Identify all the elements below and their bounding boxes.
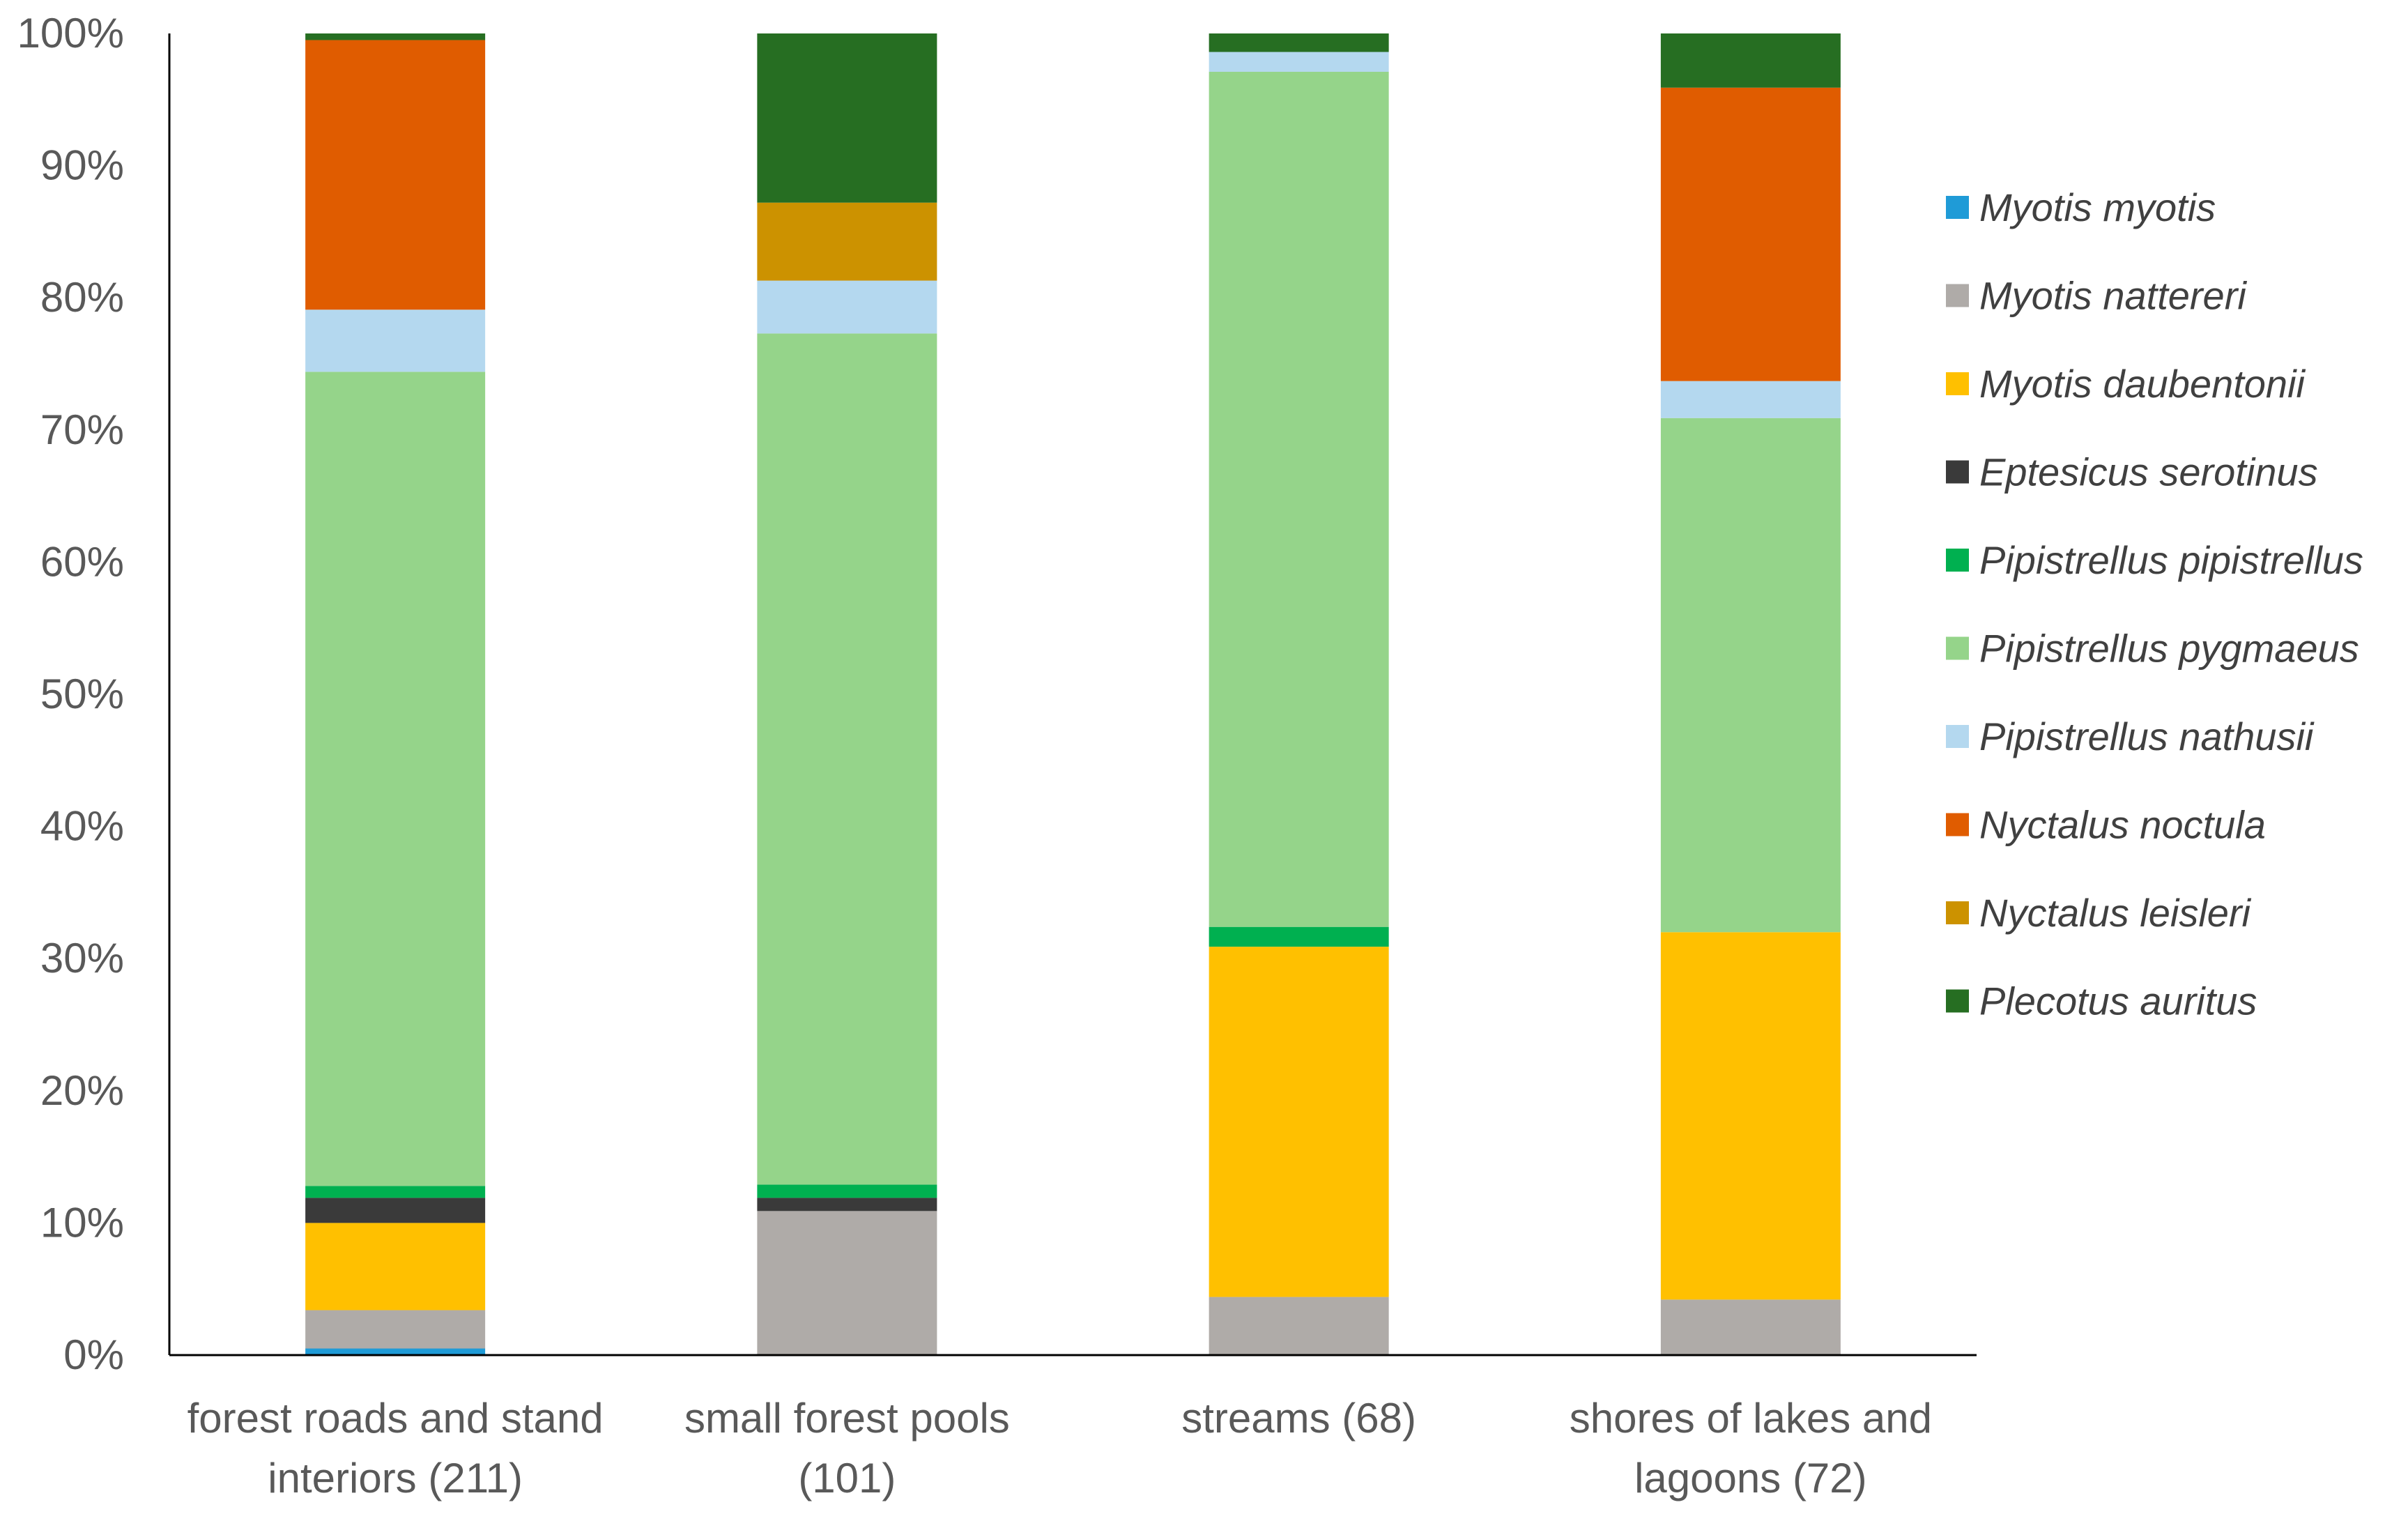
- bar-segment: [1660, 33, 1841, 88]
- legend-item: Pipistrellus nathusii: [1946, 714, 2315, 758]
- legend-label: Myotis nattereri: [1979, 274, 2247, 318]
- legend-label: Nyctalus noctula: [1979, 803, 2266, 847]
- y-ticks-group: 0% 10% 20% 30% 40% 50% 60% 70% 80% 90% 100%: [17, 10, 124, 1378]
- y-tick-label: 60%: [40, 538, 124, 585]
- y-tick-label: 70%: [40, 406, 124, 453]
- x-category-label: forest roads and stand interiors (211): [187, 1395, 604, 1501]
- legend-label: Pipistrellus pipistrellus: [1979, 538, 2363, 582]
- bar-segment: [305, 1186, 486, 1198]
- legend-label: Myotis myotis: [1979, 185, 2216, 229]
- bar-segment: [757, 1198, 937, 1212]
- y-tick-label: 80%: [40, 274, 124, 321]
- y-tick-label: 40%: [40, 803, 124, 850]
- x-category-label-line: forest roads and stand: [187, 1395, 604, 1442]
- y-tick-label: 0%: [63, 1331, 124, 1378]
- legend-swatch: [1946, 901, 1969, 924]
- legend-label: Nyctalus leisleri: [1979, 891, 2252, 935]
- y-tick-label: 100%: [17, 10, 124, 56]
- bar-segment: [757, 333, 937, 1185]
- y-tick-label: 30%: [40, 935, 124, 981]
- bar-segment: [1660, 1299, 1841, 1355]
- legend-label: Pipistrellus pygmaeus: [1979, 627, 2359, 671]
- legend-label: Eptesicus serotinus: [1979, 450, 2318, 494]
- bar-segment: [1209, 71, 1389, 927]
- y-tick-label: 50%: [40, 671, 124, 717]
- bar-segment: [1209, 926, 1389, 947]
- bar-segment: [757, 202, 937, 281]
- x-category-label: streams (68): [1181, 1395, 1416, 1442]
- x-category-label-line: shores of lakes and: [1570, 1395, 1932, 1442]
- legend-label: Pipistrellus nathusii: [1979, 714, 2315, 758]
- legend-swatch: [1946, 460, 1969, 484]
- x-category-label-line: (101): [798, 1455, 896, 1501]
- x-category-label-line: streams (68): [1181, 1395, 1416, 1442]
- bar-segment: [305, 1223, 486, 1310]
- x-category-label: small forest pools (101): [684, 1395, 1010, 1501]
- legend-item: Myotis nattereri: [1946, 274, 2247, 318]
- bars-group: [305, 33, 1841, 1355]
- legend-label: Myotis daubentonii: [1979, 362, 2306, 406]
- bar-segment: [305, 372, 486, 1186]
- bar-segment: [1209, 947, 1389, 1297]
- y-tick-label: 20%: [40, 1067, 124, 1114]
- bar-segment: [305, 1198, 486, 1223]
- legend-swatch: [1946, 813, 1969, 836]
- bar-segment: [1660, 932, 1841, 1300]
- legend-item: Nyctalus leisleri: [1946, 891, 2252, 935]
- bar-segment: [1209, 33, 1389, 52]
- bar-segment: [305, 1348, 486, 1355]
- axes-group: [168, 33, 1977, 1356]
- bar-segment: [1660, 87, 1841, 381]
- legend-swatch: [1946, 989, 1969, 1013]
- x-category-labels-group: forest roads and stand interiors (211) sma…: [187, 1395, 1932, 1501]
- bar-segment: [305, 33, 486, 40]
- legend-item: Plecotus auritus: [1946, 979, 2257, 1023]
- legend-item: Eptesicus serotinus: [1946, 450, 2318, 494]
- bar-segment: [757, 1211, 937, 1355]
- legend-swatch: [1946, 372, 1969, 395]
- bar-segment: [1209, 52, 1389, 72]
- legend-swatch: [1946, 284, 1969, 307]
- legend-swatch: [1946, 196, 1969, 219]
- legend-item: Myotis myotis: [1946, 185, 2216, 229]
- bar-segment: [1660, 418, 1841, 933]
- legend-swatch: [1946, 725, 1969, 748]
- legend: Myotis myotis Myotis nattereri Myotis daub…: [1946, 185, 2363, 1023]
- legend-swatch: [1946, 549, 1969, 572]
- bar-segment: [757, 1184, 937, 1198]
- x-category-label-line: small forest pools: [684, 1395, 1010, 1442]
- legend-item: Nyctalus noctula: [1946, 803, 2266, 847]
- legend-item: Myotis daubentonii: [1946, 362, 2306, 406]
- legend-item: Pipistrellus pipistrellus: [1946, 538, 2363, 582]
- bar-segment: [757, 33, 937, 203]
- x-category-label-line: lagoons (72): [1634, 1455, 1867, 1501]
- x-category-label: shores of lakes and lagoons (72): [1570, 1395, 1932, 1501]
- bar-segment: [305, 40, 486, 310]
- legend-item: Pipistrellus pygmaeus: [1946, 627, 2359, 671]
- bar-segment: [1209, 1297, 1389, 1355]
- bar-segment: [305, 1310, 486, 1349]
- x-category-label-line: interiors (211): [268, 1455, 523, 1501]
- bar-segment: [1660, 381, 1841, 418]
- bar-segment: [757, 280, 937, 334]
- legend-swatch: [1946, 636, 1969, 660]
- legend-label: Plecotus auritus: [1979, 979, 2257, 1023]
- y-tick-label: 10%: [40, 1199, 124, 1246]
- bar-segment: [305, 309, 486, 372]
- y-tick-label: 90%: [40, 142, 124, 189]
